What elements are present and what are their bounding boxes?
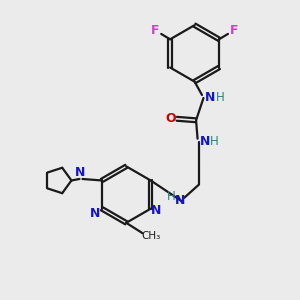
Text: N: N <box>200 135 210 148</box>
Text: N: N <box>75 166 85 179</box>
Text: H: H <box>215 92 224 104</box>
Text: N: N <box>205 92 215 104</box>
Text: F: F <box>230 25 239 38</box>
Text: F: F <box>150 25 159 38</box>
Text: N: N <box>151 204 161 217</box>
Text: O: O <box>165 112 175 125</box>
Text: H: H <box>167 190 176 203</box>
Text: N: N <box>90 207 101 220</box>
Text: N: N <box>175 194 185 207</box>
Text: H: H <box>210 135 219 148</box>
Text: CH₃: CH₃ <box>142 231 161 241</box>
